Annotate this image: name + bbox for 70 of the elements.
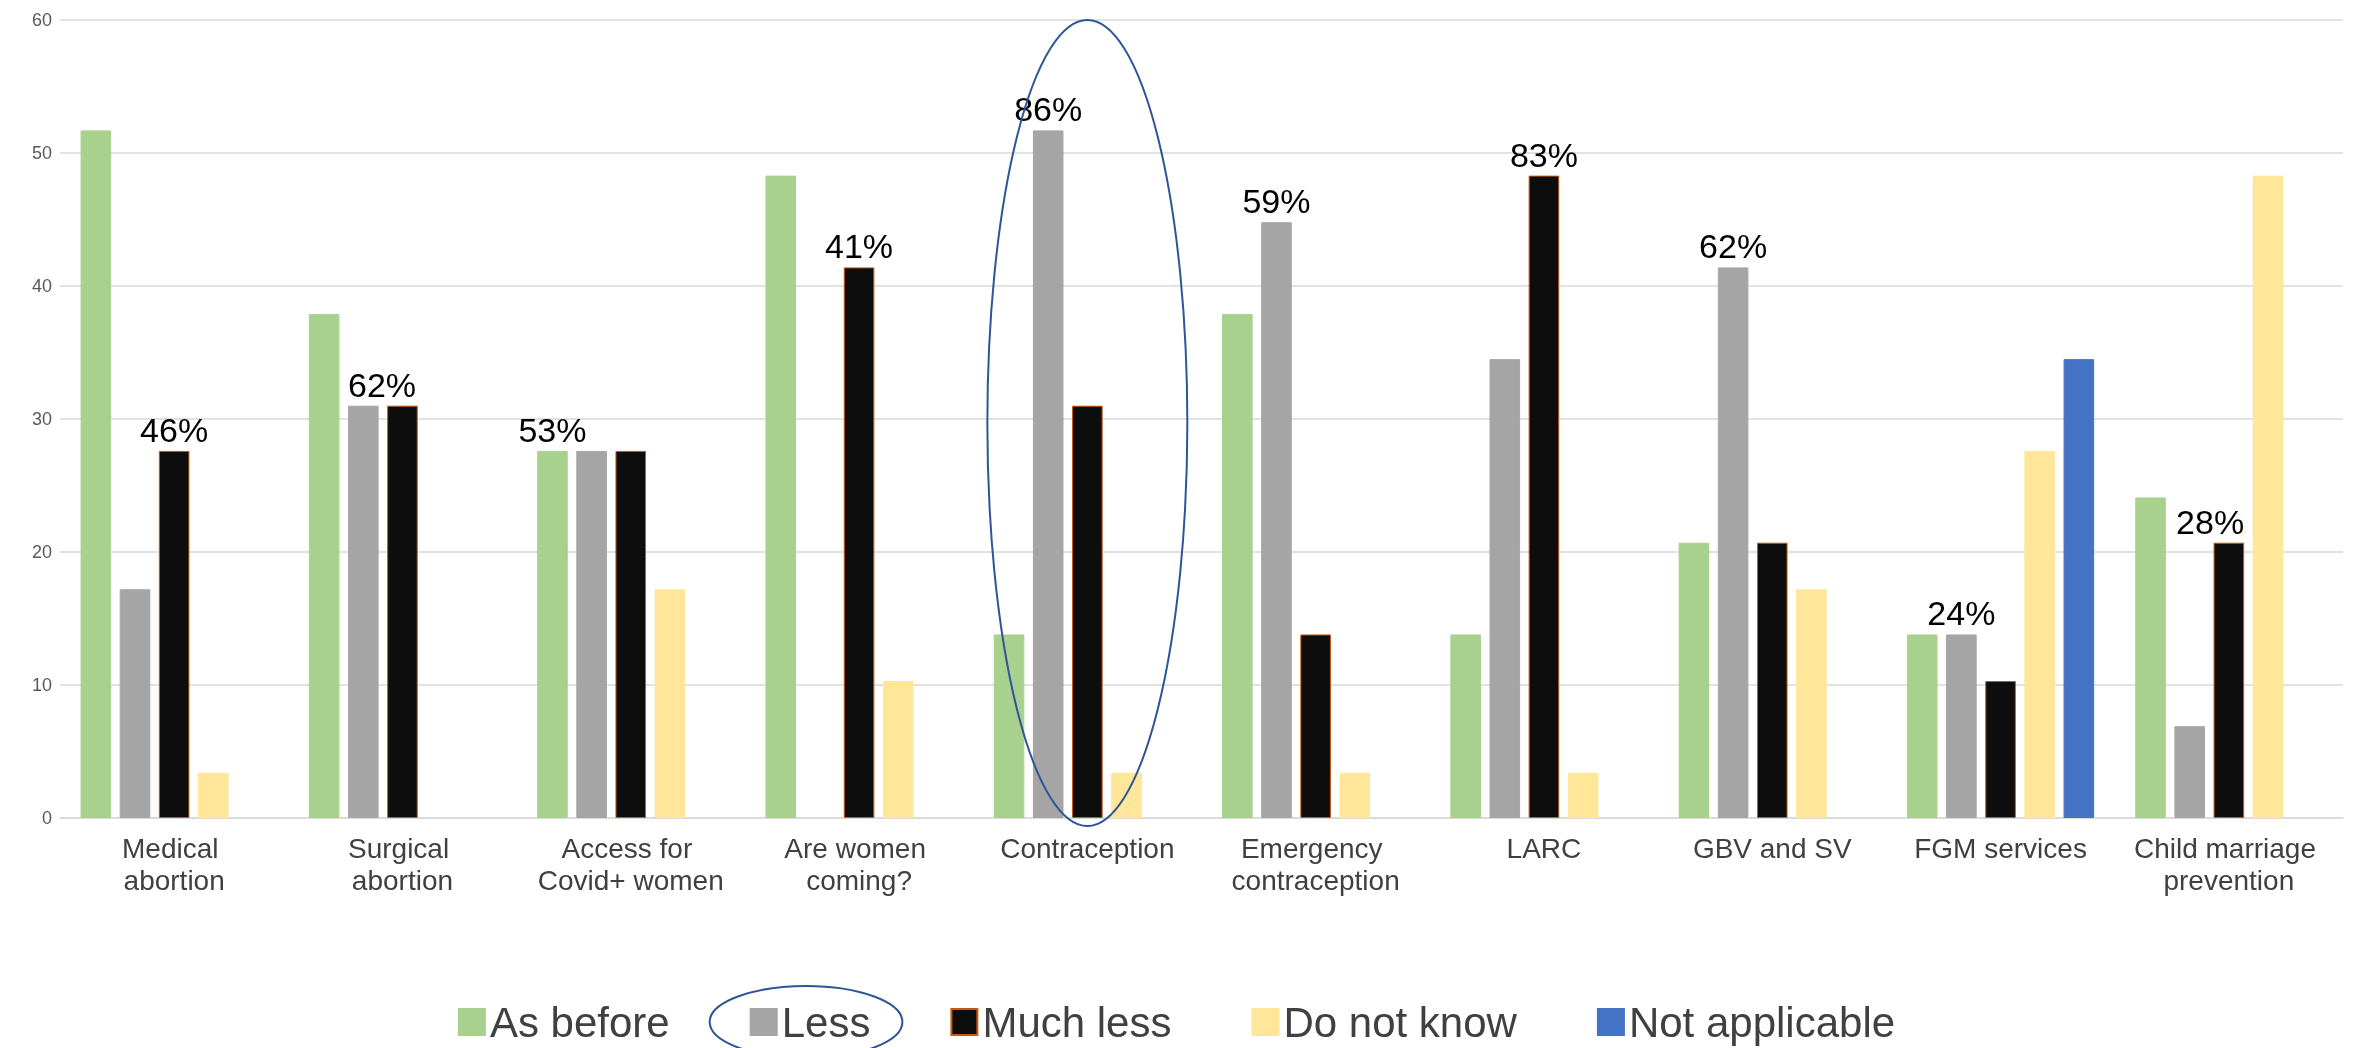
x-tick-label: Contraception — [1000, 832, 1175, 864]
bar — [119, 589, 151, 818]
bar — [1678, 542, 1710, 818]
bar — [2135, 497, 2166, 818]
x-tick-label: Medical abortion — [122, 832, 227, 896]
bar — [1796, 589, 1827, 818]
x-tick-label: LARC — [1506, 832, 1582, 864]
bar — [1756, 542, 1788, 818]
bar — [1072, 405, 1103, 818]
annotation: 28% — [2176, 502, 2245, 541]
bar — [765, 175, 797, 818]
bar — [1111, 772, 1142, 818]
bar — [387, 405, 418, 818]
bar — [1717, 267, 1749, 818]
bar — [1339, 772, 1371, 818]
bar — [80, 130, 112, 818]
bar — [2063, 359, 2095, 818]
annotation: 41% — [825, 227, 894, 266]
legend-label: As before — [489, 998, 670, 1046]
y-tick-label: 60 — [31, 10, 52, 30]
annotation: 46% — [140, 410, 209, 449]
legend-label: Less — [781, 998, 871, 1046]
legend-label: Much less — [982, 998, 1172, 1046]
bar — [1906, 634, 1938, 818]
annotation: 24% — [1927, 594, 1996, 633]
bar — [882, 681, 914, 818]
bar — [615, 450, 647, 818]
bar — [843, 267, 875, 818]
bar — [1300, 634, 1331, 818]
bar — [1489, 359, 1521, 818]
x-tick-label: Child marriage prevention — [2133, 832, 2324, 896]
y-tick-label: 50 — [31, 143, 52, 163]
y-tick-label: 10 — [31, 675, 52, 695]
y-tick-label: 20 — [31, 542, 52, 562]
x-tick-label: Surgical abortion — [347, 832, 457, 896]
bar — [654, 589, 686, 818]
bar — [1985, 681, 2016, 818]
bar — [1222, 313, 1253, 818]
y-tick-label: 0 — [41, 808, 52, 828]
x-tick-label: GBV and SV — [1692, 832, 1852, 864]
bar — [537, 450, 568, 818]
bar — [1528, 175, 1560, 818]
legend-label: Not applicable — [1628, 998, 1896, 1046]
bar — [348, 405, 379, 818]
y-tick-label: 30 — [31, 409, 52, 429]
bar — [158, 450, 190, 818]
bar — [2213, 542, 2245, 818]
x-tick-label: Access for Covid+ women — [537, 832, 724, 896]
x-tick-label: FGM services — [1914, 832, 2087, 864]
annotation: 53% — [518, 410, 587, 449]
bar — [1261, 222, 1292, 818]
annotation: 59% — [1242, 182, 1311, 221]
bar — [1032, 130, 1064, 818]
bar — [1567, 772, 1599, 818]
bar — [308, 313, 340, 818]
bar — [993, 634, 1025, 818]
bar — [576, 450, 607, 818]
bar — [1946, 634, 1977, 818]
bar — [198, 772, 229, 818]
annotation: 83% — [1509, 135, 1578, 174]
bar — [2024, 450, 2055, 818]
x-tick-label: Emergency contraception — [1231, 832, 1400, 896]
bar — [2174, 726, 2205, 818]
annotation: 62% — [1699, 227, 1768, 266]
annotation: 62% — [348, 365, 417, 404]
bar — [1450, 634, 1481, 818]
y-tick-label: 40 — [31, 276, 52, 296]
legend-label: Do not know — [1283, 998, 1518, 1046]
x-tick-label: Are women coming? — [784, 832, 934, 896]
bar — [2252, 175, 2284, 818]
